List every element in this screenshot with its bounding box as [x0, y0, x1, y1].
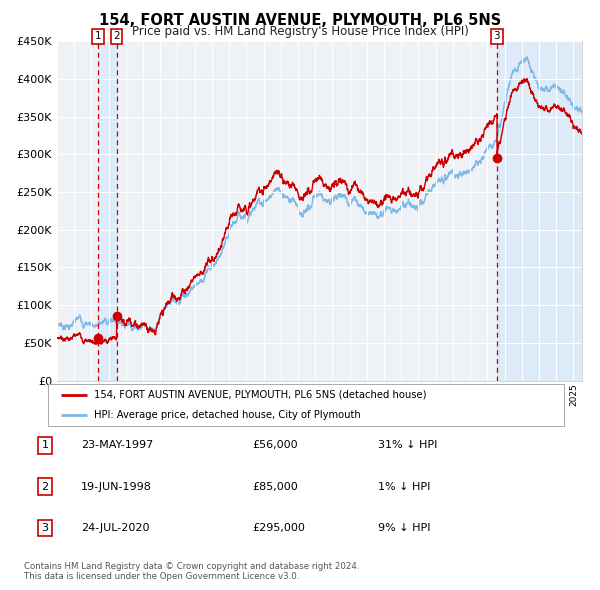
Text: 1% ↓ HPI: 1% ↓ HPI [378, 482, 430, 491]
Bar [497, 41, 582, 381]
Text: Contains HM Land Registry data © Crown copyright and database right 2024.: Contains HM Land Registry data © Crown c… [24, 562, 359, 571]
Text: 1: 1 [41, 441, 49, 450]
Text: 2: 2 [41, 482, 49, 491]
Bar [98, 41, 116, 381]
Text: Price paid vs. HM Land Registry's House Price Index (HPI): Price paid vs. HM Land Registry's House … [131, 25, 469, 38]
Text: £56,000: £56,000 [252, 441, 298, 450]
Text: 2: 2 [113, 31, 120, 41]
Text: £85,000: £85,000 [252, 482, 298, 491]
Text: This data is licensed under the Open Government Licence v3.0.: This data is licensed under the Open Gov… [24, 572, 299, 581]
Text: 19-JUN-1998: 19-JUN-1998 [81, 482, 152, 491]
Text: 154, FORT AUSTIN AVENUE, PLYMOUTH, PL6 5NS: 154, FORT AUSTIN AVENUE, PLYMOUTH, PL6 5… [99, 13, 501, 28]
Text: 24-JUL-2020: 24-JUL-2020 [81, 523, 149, 533]
Text: 1: 1 [95, 31, 101, 41]
Text: HPI: Average price, detached house, City of Plymouth: HPI: Average price, detached house, City… [94, 409, 361, 419]
Text: £295,000: £295,000 [252, 523, 305, 533]
Text: 154, FORT AUSTIN AVENUE, PLYMOUTH, PL6 5NS (detached house): 154, FORT AUSTIN AVENUE, PLYMOUTH, PL6 5… [94, 390, 427, 400]
Text: 9% ↓ HPI: 9% ↓ HPI [378, 523, 431, 533]
Text: 23-MAY-1997: 23-MAY-1997 [81, 441, 153, 450]
Text: 3: 3 [494, 31, 500, 41]
Text: 3: 3 [41, 523, 49, 533]
Text: 31% ↓ HPI: 31% ↓ HPI [378, 441, 437, 450]
